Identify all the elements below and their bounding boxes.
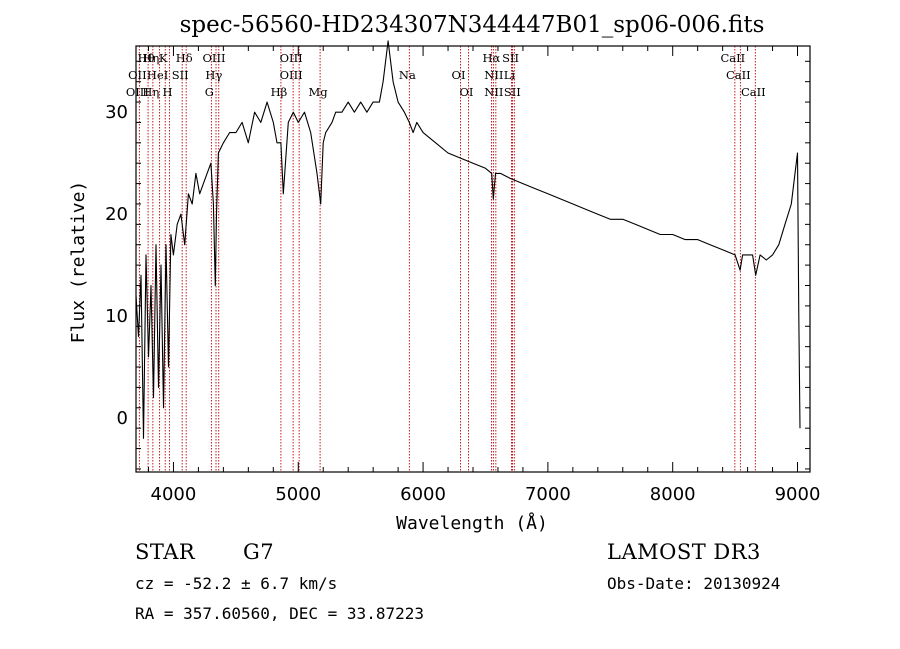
line-label: OIII [202,51,225,65]
line-label: Mg [309,85,329,99]
chart-title: spec-56560-HD234307N344447B01_sp06-006.f… [180,12,765,38]
line-label: Hθ [138,51,155,65]
y-tick-label: 0 [117,408,128,429]
line-label: H [163,85,173,99]
line-label: OIII [280,68,303,82]
line-label: Na [399,68,416,82]
line-label: Hβ [271,85,288,99]
line-label: NII [484,68,503,82]
x-tick-label: 7000 [525,484,571,505]
x-axis-label: Wavelength (Å) [396,512,548,534]
line-label: OIII [280,51,303,65]
line-label: Hγ [205,68,222,82]
redshift-cz: cz = -52.2 ± 6.7 km/s [135,574,338,593]
y-tick-label: 20 [105,204,128,225]
line-label: CaII [726,68,751,82]
y-axis: 0 10 20 30 [105,60,810,470]
x-axis: 4000 5000 6000 7000 8000 9000 [147,46,821,505]
spectrum-line [135,40,801,439]
line-label: SII [504,85,521,99]
line-label: SII [502,51,519,65]
line-label: OI [452,68,466,82]
line-label: OIII [126,85,149,99]
line-label: SII [172,68,189,82]
y-axis-label: Flux (relative) [68,181,89,344]
line-label: OI [460,85,474,99]
line-label: HeI [147,68,168,82]
line-label: Hα [482,51,500,65]
line-label: Hη [142,51,159,65]
y-tick-label: 30 [105,102,128,123]
line-label: Hη [142,85,159,99]
x-tick-label: 4000 [151,484,197,505]
x-tick-label: 6000 [400,484,446,505]
line-label: G [205,85,214,99]
x-tick-label: 5000 [275,484,321,505]
line-label: K [159,51,168,65]
y-tick-label: 10 [105,306,128,327]
line-label: Hδ [176,51,193,65]
observation-date: Obs-Date: 20130924 [607,574,781,593]
spectral-line-markers [138,46,756,472]
object-subclass: G7 [243,540,275,564]
ra-dec: RA = 357.60560, DEC = 33.87223 [135,604,424,623]
object-class: STAR [135,540,196,564]
x-tick-label: 8000 [650,484,696,505]
line-label: CaII [741,85,766,99]
x-tick-label: 9000 [775,484,821,505]
line-label: Li [504,68,516,82]
line-label: CaII [720,51,745,65]
series-layer [135,40,801,439]
line-label: OII [128,68,147,82]
plot-frame [135,45,811,473]
line-label: NII [484,85,503,99]
survey-name: LAMOST DR3 [607,540,761,564]
